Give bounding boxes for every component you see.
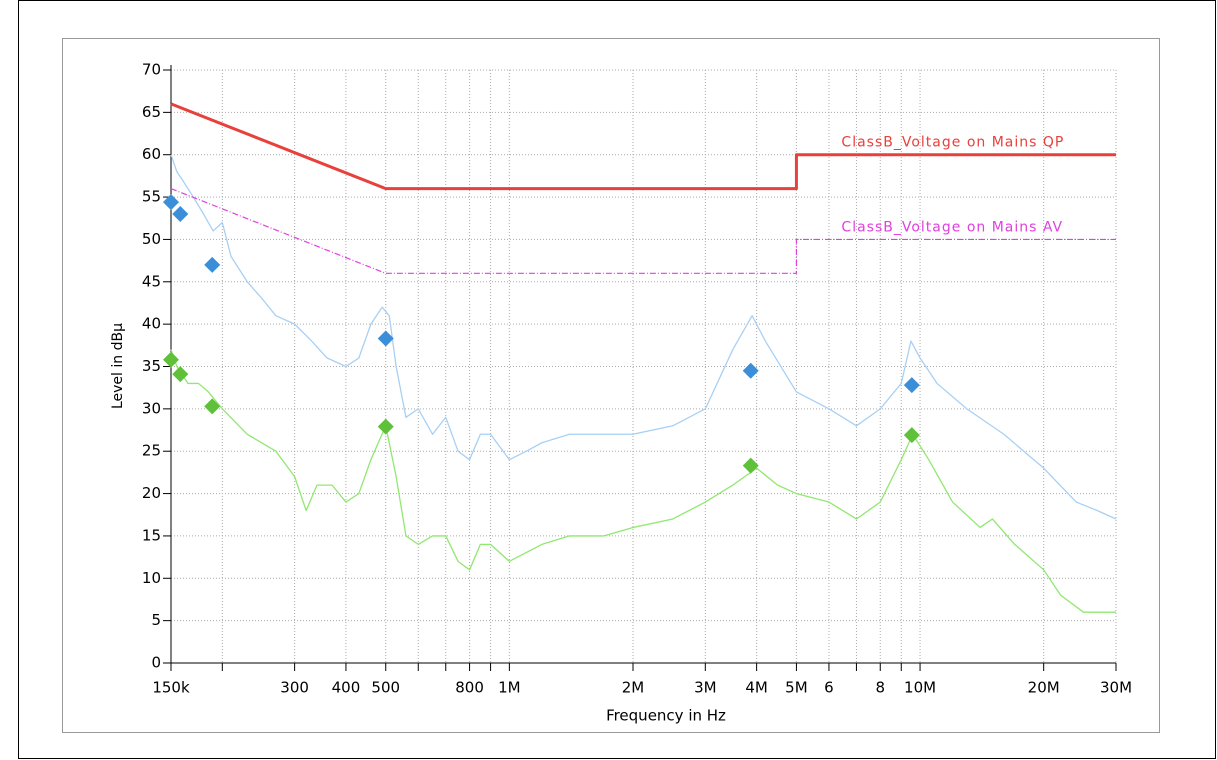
x-tick-label: 10M <box>904 679 936 697</box>
data-point <box>903 377 920 394</box>
x-tick-label: 5M <box>785 679 808 697</box>
y-tick-label: 0 <box>151 654 161 672</box>
y-tick-label: 10 <box>142 569 161 587</box>
data-point <box>172 366 189 383</box>
x-axis-label: Frequency in Hz <box>606 707 726 725</box>
data-point <box>742 362 759 379</box>
data-point <box>163 351 179 368</box>
series-label: ClassB_Voltage on Mains AV <box>841 219 1063 235</box>
y-axis-label: Level in dBµ <box>110 323 126 409</box>
y-tick-label: 50 <box>142 230 161 248</box>
x-tick-label: 8 <box>875 679 885 697</box>
y-tick-label: 20 <box>142 484 161 502</box>
limit-line <box>170 102 1116 191</box>
x-tick-label: 6 <box>824 679 834 697</box>
x-tick-label: 500 <box>371 679 400 697</box>
y-tick-label: 15 <box>142 526 161 544</box>
x-tick-label: 30M <box>1100 679 1132 697</box>
data-point <box>163 194 179 211</box>
data-point <box>903 427 920 444</box>
x-tick-label: 4M <box>745 679 768 697</box>
data-point <box>377 330 394 347</box>
y-tick-label: 30 <box>142 399 161 417</box>
y-tick-label: 40 <box>142 315 161 333</box>
y-tick-label: 70 <box>142 61 161 79</box>
x-tick-label: 1M <box>498 679 521 697</box>
data-point <box>172 206 189 223</box>
series-label: ClassB_Voltage on Mains QP <box>841 135 1064 151</box>
trace <box>170 154 1117 520</box>
x-tick-label: 300 <box>280 679 309 697</box>
y-tick-label: 5 <box>151 611 161 629</box>
x-tick-label: 400 <box>332 679 361 697</box>
y-tick-label: 25 <box>142 442 161 460</box>
y-tick-label: 65 <box>142 103 161 121</box>
trace <box>170 349 1116 613</box>
data-point <box>204 256 221 273</box>
x-tick-label: 2M <box>622 679 645 697</box>
limit-line <box>170 188 1116 274</box>
x-tick-label: 3M <box>694 679 717 697</box>
x-tick-label: 800 <box>455 679 484 697</box>
x-tick-label: 20M <box>1028 679 1060 697</box>
y-tick-label: 45 <box>142 272 161 290</box>
y-tick-label: 35 <box>142 357 161 375</box>
y-tick-label: 60 <box>142 145 161 163</box>
data-point <box>204 398 221 415</box>
x-tick-label: 150k <box>152 679 190 697</box>
data-point <box>742 457 759 474</box>
y-tick-label: 55 <box>142 188 161 206</box>
data-point <box>377 418 394 435</box>
